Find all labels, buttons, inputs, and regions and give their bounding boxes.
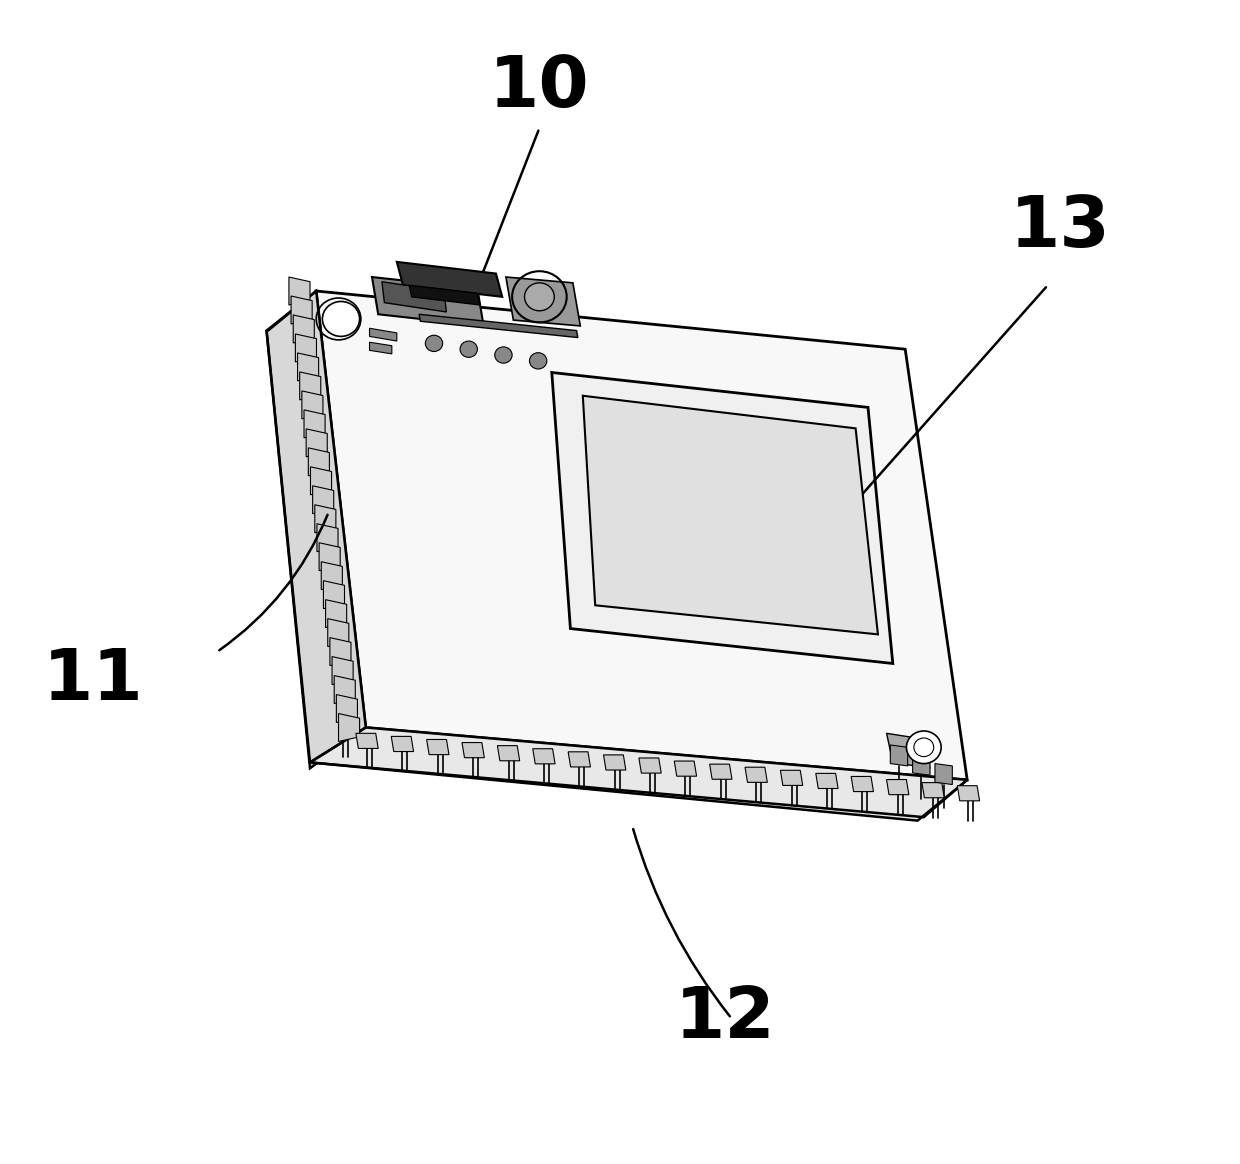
Polygon shape [300,372,321,400]
Polygon shape [291,296,312,324]
Polygon shape [639,758,661,773]
Polygon shape [316,291,967,780]
Text: 11: 11 [42,646,144,716]
Circle shape [525,283,554,311]
Circle shape [425,335,443,352]
Polygon shape [306,428,327,456]
Polygon shape [745,767,768,782]
Polygon shape [552,372,893,663]
Polygon shape [533,748,556,764]
Polygon shape [301,391,322,419]
Polygon shape [310,467,331,495]
Polygon shape [289,277,310,305]
Polygon shape [312,485,334,513]
Polygon shape [372,277,484,326]
Polygon shape [604,755,626,771]
Polygon shape [382,282,446,312]
Polygon shape [304,410,325,438]
Text: 10: 10 [489,54,590,122]
Polygon shape [497,746,520,761]
Polygon shape [913,754,930,775]
Polygon shape [887,780,909,795]
Polygon shape [293,315,314,343]
Circle shape [322,301,360,336]
Polygon shape [330,638,351,666]
Polygon shape [295,334,316,362]
Polygon shape [267,291,366,768]
Polygon shape [397,262,502,297]
Polygon shape [332,656,353,684]
Polygon shape [583,396,878,634]
Circle shape [495,347,512,363]
Polygon shape [957,786,980,801]
Polygon shape [419,314,578,338]
Polygon shape [851,776,873,792]
Polygon shape [321,562,342,590]
Polygon shape [370,342,392,354]
Polygon shape [463,743,485,758]
Text: 12: 12 [675,985,776,1053]
Polygon shape [319,542,340,570]
Polygon shape [675,761,697,776]
Polygon shape [780,771,802,786]
Polygon shape [310,728,967,821]
Polygon shape [370,328,397,341]
Polygon shape [568,752,590,767]
Polygon shape [339,714,360,741]
Text: 13: 13 [1009,193,1111,262]
Polygon shape [409,285,480,305]
Polygon shape [298,353,319,381]
Polygon shape [921,782,944,797]
Polygon shape [709,764,732,779]
Polygon shape [335,675,356,703]
Polygon shape [887,733,930,768]
Polygon shape [427,739,449,754]
Polygon shape [324,581,345,609]
Circle shape [529,353,547,369]
Polygon shape [816,773,838,788]
Polygon shape [317,524,339,552]
Circle shape [906,731,941,764]
Polygon shape [327,618,348,646]
Polygon shape [309,448,330,476]
Polygon shape [890,745,908,766]
Polygon shape [935,764,952,785]
Polygon shape [392,737,414,752]
Polygon shape [506,277,580,326]
Circle shape [460,341,477,357]
Polygon shape [326,599,347,627]
Polygon shape [315,505,336,533]
Polygon shape [356,733,378,748]
Polygon shape [336,695,357,723]
